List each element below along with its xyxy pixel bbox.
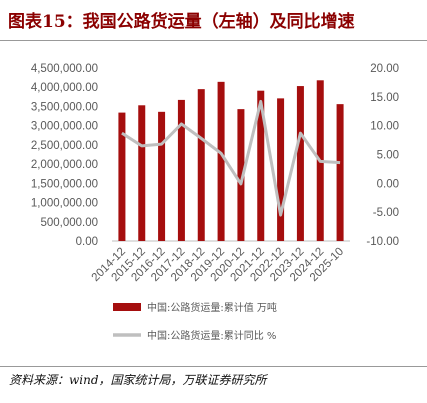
bar	[158, 111, 166, 242]
left-axis-tick-label: 2,000,000.00	[31, 159, 98, 171]
left-axis-tick-label: 4,500,000.00	[31, 63, 98, 75]
right-axis-tick-label: 0.00	[377, 178, 399, 190]
left-axis-tick-label: 0.00	[76, 236, 98, 248]
source-divider	[0, 366, 427, 367]
bar	[118, 112, 126, 242]
source-note: 资料来源：wind，国家统计局，万联证券研究所	[9, 373, 267, 387]
left-axis-tick-label: 4,000,000.00	[31, 82, 98, 94]
right-axis-tick-label: -5.00	[373, 207, 399, 219]
bar	[277, 98, 285, 241]
right-axis-tick-label: -10.00	[366, 236, 399, 248]
right-axis-tick-label: 15.00	[370, 92, 399, 104]
title-divider	[0, 40, 427, 41]
left-axis-tick-label: 2,500,000.00	[31, 140, 98, 152]
right-axis-tick-label: 10.00	[370, 121, 399, 133]
right-axis-tick-label: 20.00	[370, 63, 399, 75]
bar	[296, 86, 304, 242]
legend-label-line: 中国:公路货运量:累计同比 %	[147, 329, 276, 342]
chart-title: 图表15：我国公路货运量（左轴）及同比增速	[8, 12, 355, 32]
bar	[177, 99, 185, 241]
bar	[257, 90, 265, 241]
bar	[138, 105, 146, 242]
right-axis-tick-label: 5.00	[377, 150, 399, 162]
chart-area: 0.00 500,000.00 1,000,000.00 1,500,000.00 2,…	[31, 63, 399, 342]
left-axis-tick-label: 3,000,000.00	[31, 121, 98, 133]
left-axis-tick-label: 1,000,000.00	[31, 198, 98, 210]
legend-swatch-bar	[113, 303, 141, 311]
bar	[197, 89, 205, 242]
left-axis-tick-label: 3,500,000.00	[31, 101, 98, 113]
legend-label-bar: 中国:公路货运量:累计值 万吨	[147, 301, 277, 314]
left-axis-tick-label: 500,000.00	[40, 217, 98, 229]
line-series	[121, 99, 341, 217]
bar	[336, 104, 344, 241]
left-axis-tick-label: 1,500,000.00	[31, 178, 98, 190]
bar	[237, 109, 245, 241]
bar	[217, 81, 225, 241]
